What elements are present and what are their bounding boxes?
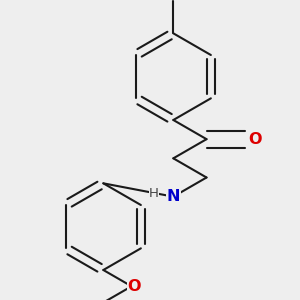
Text: O: O [248, 132, 262, 147]
Text: H: H [149, 187, 159, 200]
Text: N: N [167, 189, 180, 204]
Text: O: O [128, 279, 141, 294]
